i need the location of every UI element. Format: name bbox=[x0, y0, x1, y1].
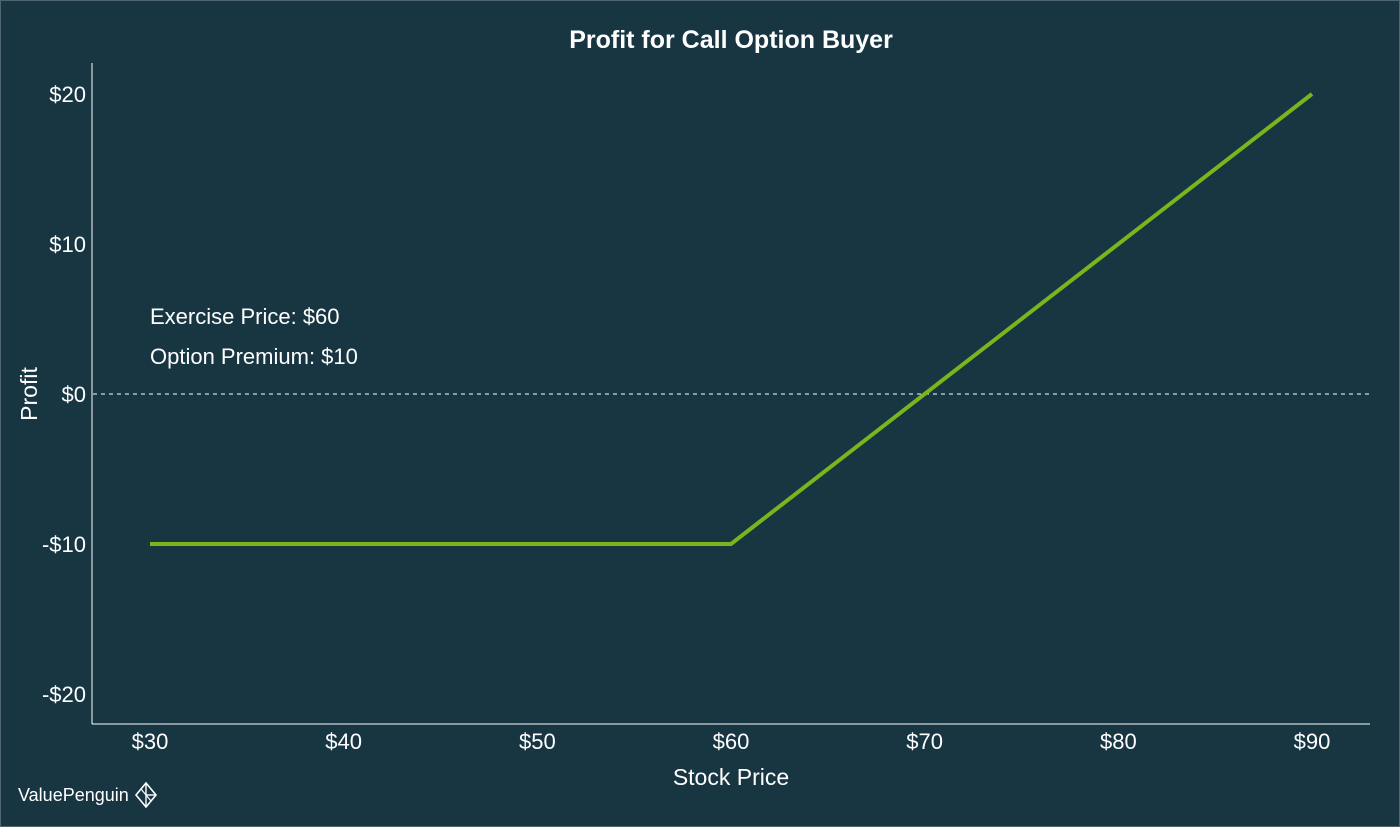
x-tick-label: $40 bbox=[325, 729, 362, 754]
penguin-diamond-icon bbox=[134, 781, 157, 809]
y-tick-label: $10 bbox=[49, 232, 86, 257]
annotation-option-premium: Option Premium: $10 bbox=[150, 344, 358, 369]
x-tick-label: $30 bbox=[132, 729, 169, 754]
axes bbox=[91, 63, 1370, 725]
x-tick-label: $60 bbox=[713, 729, 750, 754]
profit-series-line bbox=[150, 92, 1314, 546]
brand-logo: ValuePenguin bbox=[18, 780, 159, 810]
y-tick-label: -$10 bbox=[42, 532, 86, 557]
x-tick-labels: $30 $40 $50 $60 $70 $80 $90 bbox=[132, 729, 1331, 754]
brand-name: ValuePenguin bbox=[18, 784, 129, 805]
x-tick-label: $90 bbox=[1294, 729, 1331, 754]
y-tick-label: -$20 bbox=[42, 682, 86, 707]
x-axis-label: Stock Price bbox=[673, 764, 789, 790]
y-axis-label: Profit bbox=[16, 367, 42, 421]
annotation-exercise-price: Exercise Price: $60 bbox=[150, 304, 340, 329]
x-tick-label: $50 bbox=[519, 729, 556, 754]
y-tick-label: $20 bbox=[49, 82, 86, 107]
x-tick-label: $80 bbox=[1100, 729, 1137, 754]
x-tick-label: $70 bbox=[906, 729, 943, 754]
y-tick-labels: $20 $10 $0 -$10 -$20 bbox=[42, 82, 86, 707]
chart-title: Profit for Call Option Buyer bbox=[569, 26, 893, 54]
annotations: Exercise Price: $60 Option Premium: $10 bbox=[150, 304, 358, 369]
y-tick-label: $0 bbox=[62, 382, 86, 407]
